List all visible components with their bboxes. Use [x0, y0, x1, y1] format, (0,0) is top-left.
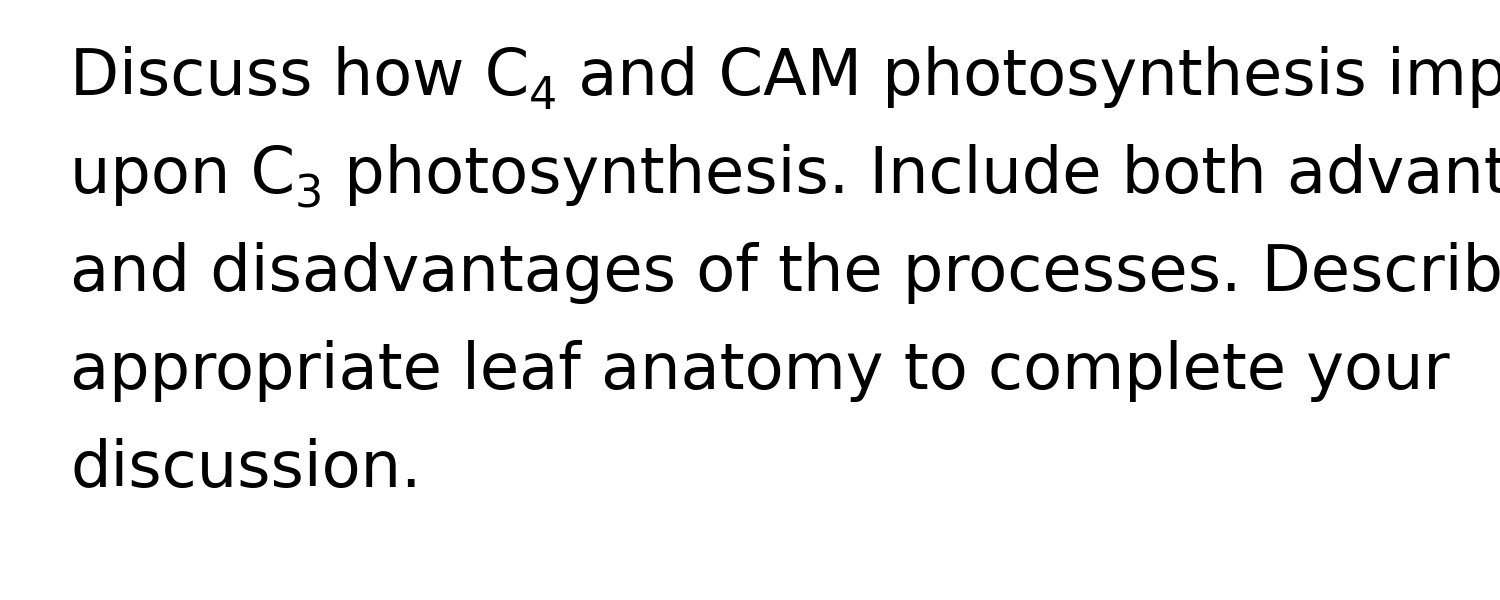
Text: 3: 3: [296, 173, 324, 216]
Text: appropriate leaf anatomy to complete your: appropriate leaf anatomy to complete you…: [70, 340, 1449, 402]
Text: upon C: upon C: [70, 144, 296, 206]
Text: photosynthesis. Include both advantages: photosynthesis. Include both advantages: [324, 144, 1500, 206]
Text: and CAM photosynthesis improve: and CAM photosynthesis improve: [558, 46, 1500, 108]
Text: discussion.: discussion.: [70, 438, 422, 500]
Text: and disadvantages of the processes. Describe: and disadvantages of the processes. Desc…: [70, 242, 1500, 304]
Text: Discuss how C: Discuss how C: [70, 46, 530, 108]
Text: 4: 4: [530, 75, 558, 118]
